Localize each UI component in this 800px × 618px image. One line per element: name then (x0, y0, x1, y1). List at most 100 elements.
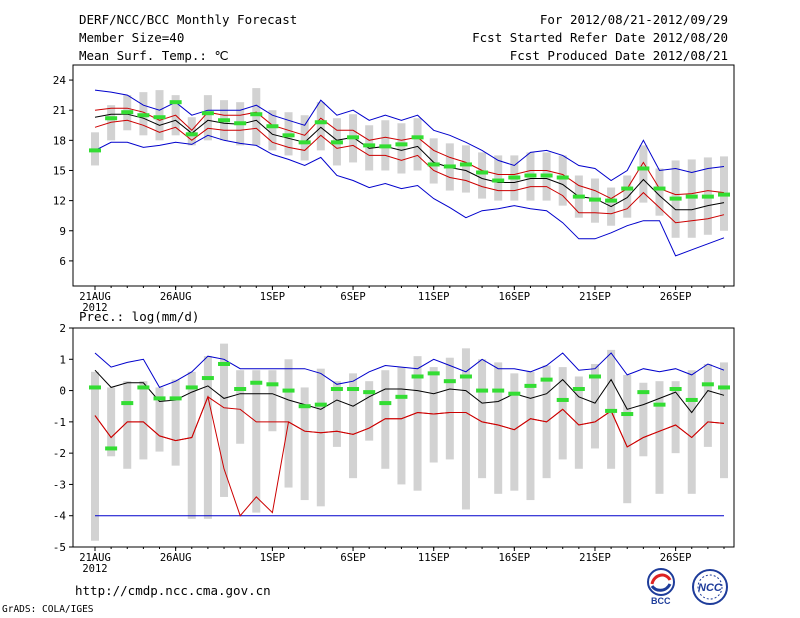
control-run-marker (588, 197, 601, 202)
ensemble-box (397, 123, 406, 174)
control-run-marker (669, 196, 682, 201)
ensemble-box (639, 382, 648, 457)
ensemble-mean-line (94, 369, 725, 414)
x-tick-label: 6SEP (340, 291, 365, 303)
x-tick-label: 16SEP (499, 291, 531, 303)
control-run-marker (121, 110, 134, 115)
control-run-marker (540, 173, 553, 178)
x-tick-label: 16SEP (499, 552, 531, 564)
y-tick-label: 9 (59, 225, 66, 238)
ensemble-box (171, 379, 180, 466)
ensemble-box (494, 362, 503, 494)
ensemble-box (349, 373, 358, 479)
ensemble-box (655, 381, 664, 494)
ensemble-box (332, 381, 341, 447)
ensemble-box (445, 357, 454, 460)
ensemble-box (526, 371, 535, 501)
control-run-marker (137, 385, 150, 390)
control-run-marker (218, 118, 231, 123)
ensemble-box (203, 356, 212, 519)
control-run-marker (314, 120, 327, 125)
ensemble-box (720, 362, 728, 479)
control-run-marker (508, 391, 521, 396)
control-run-marker (701, 382, 714, 387)
ensemble-box (574, 376, 583, 469)
ensemble-box (687, 370, 696, 494)
control-run-marker (395, 394, 408, 399)
control-run-marker (443, 379, 456, 384)
control-run-marker (701, 194, 714, 199)
ensemble-box (558, 367, 567, 460)
control-run-marker (395, 142, 408, 147)
control-run-marker (653, 186, 666, 191)
y-tick-label: -1 (53, 416, 66, 429)
x-tick-label: 1SEP (260, 291, 285, 303)
ensemble-box (187, 117, 196, 146)
y-tick-label: 18 (53, 134, 66, 147)
control-run-marker (443, 164, 456, 169)
x-tick-label: 11SEP (418, 291, 450, 303)
control-run-marker (234, 387, 247, 392)
ensemble-box (155, 90, 164, 141)
control-run-marker (250, 112, 263, 117)
y-tick-label: 0 (59, 385, 66, 398)
control-run-marker (621, 186, 634, 191)
ensemble-box (413, 356, 422, 491)
ensemble-box (671, 381, 680, 454)
ensemble-mean-line (94, 113, 725, 211)
y-tick-label: 1 (59, 353, 66, 366)
control-run-marker (718, 385, 730, 390)
control-run-marker (218, 361, 231, 366)
control-run-marker (411, 135, 424, 140)
control-run-marker (347, 135, 360, 140)
control-run-marker (234, 121, 247, 126)
control-run-marker (459, 374, 472, 379)
sd-lower-line (94, 119, 725, 224)
control-run-marker (330, 140, 343, 145)
ensemble-box (494, 155, 503, 201)
min-line (94, 134, 725, 257)
x-tick-label: 11SEP (418, 552, 450, 564)
ensemble-box (703, 363, 712, 447)
control-run-marker (572, 387, 585, 392)
control-run-marker (605, 408, 618, 413)
control-run-marker (556, 397, 569, 402)
member-size: Member Size=40 (79, 30, 185, 45)
svg-text:BCC: BCC (651, 596, 671, 606)
control-run-marker (185, 385, 198, 390)
y-tick-label: -4 (53, 510, 67, 523)
control-run-marker (169, 100, 182, 105)
control-run-marker (540, 377, 553, 382)
control-run-marker (685, 194, 698, 199)
ensemble-box (252, 88, 261, 146)
ensemble-box (478, 359, 487, 479)
panel-title: Prec.: log(mm/d) (79, 309, 199, 324)
chart-title: DERF/NCC/BCC Monthly Forecast (79, 12, 298, 27)
control-run-marker (347, 387, 360, 392)
y-tick-label: 12 (53, 195, 66, 208)
control-run-marker (379, 401, 392, 406)
x-tick-year-label: 2012 (82, 302, 107, 314)
control-run-marker (476, 388, 489, 393)
x-tick-label: 21SEP (579, 291, 611, 303)
control-run-marker (637, 390, 650, 395)
ensemble-box (316, 368, 325, 507)
ensemble-box (316, 102, 325, 151)
control-run-marker (653, 402, 666, 407)
control-run-marker (89, 385, 101, 390)
y-tick-label: 2 (59, 322, 66, 335)
control-run-marker (282, 133, 295, 138)
control-run-marker (314, 402, 327, 407)
ensemble-box (91, 371, 99, 541)
x-tick-label: 21SEP (579, 552, 611, 564)
y-tick-label: 6 (59, 255, 66, 268)
control-run-marker (105, 116, 118, 121)
control-run-marker (572, 194, 585, 199)
ensemble-box (687, 159, 696, 238)
control-run-marker (363, 143, 376, 148)
bcc-logo: BCC (647, 568, 675, 606)
x-tick-label: 26AUG (160, 291, 192, 303)
